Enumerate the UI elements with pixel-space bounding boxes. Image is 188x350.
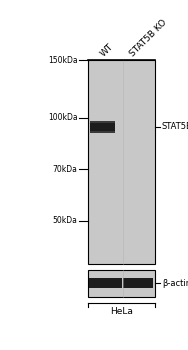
Text: 150kDa: 150kDa [48,56,77,64]
Text: STAT5B: STAT5B [162,122,188,131]
Text: β-actin: β-actin [162,279,188,288]
Bar [88,60,155,264]
Bar [90,121,114,123]
Bar [124,278,153,288]
Bar [88,270,155,297]
Text: WT: WT [99,42,115,58]
Text: HeLa: HeLa [110,307,133,316]
Text: 50kDa: 50kDa [52,216,77,225]
Text: 70kDa: 70kDa [52,165,77,174]
Text: STAT5B KO: STAT5B KO [128,18,168,58]
Bar [89,278,122,288]
Bar [90,131,114,133]
Bar [90,121,114,133]
Text: 100kDa: 100kDa [48,113,77,122]
